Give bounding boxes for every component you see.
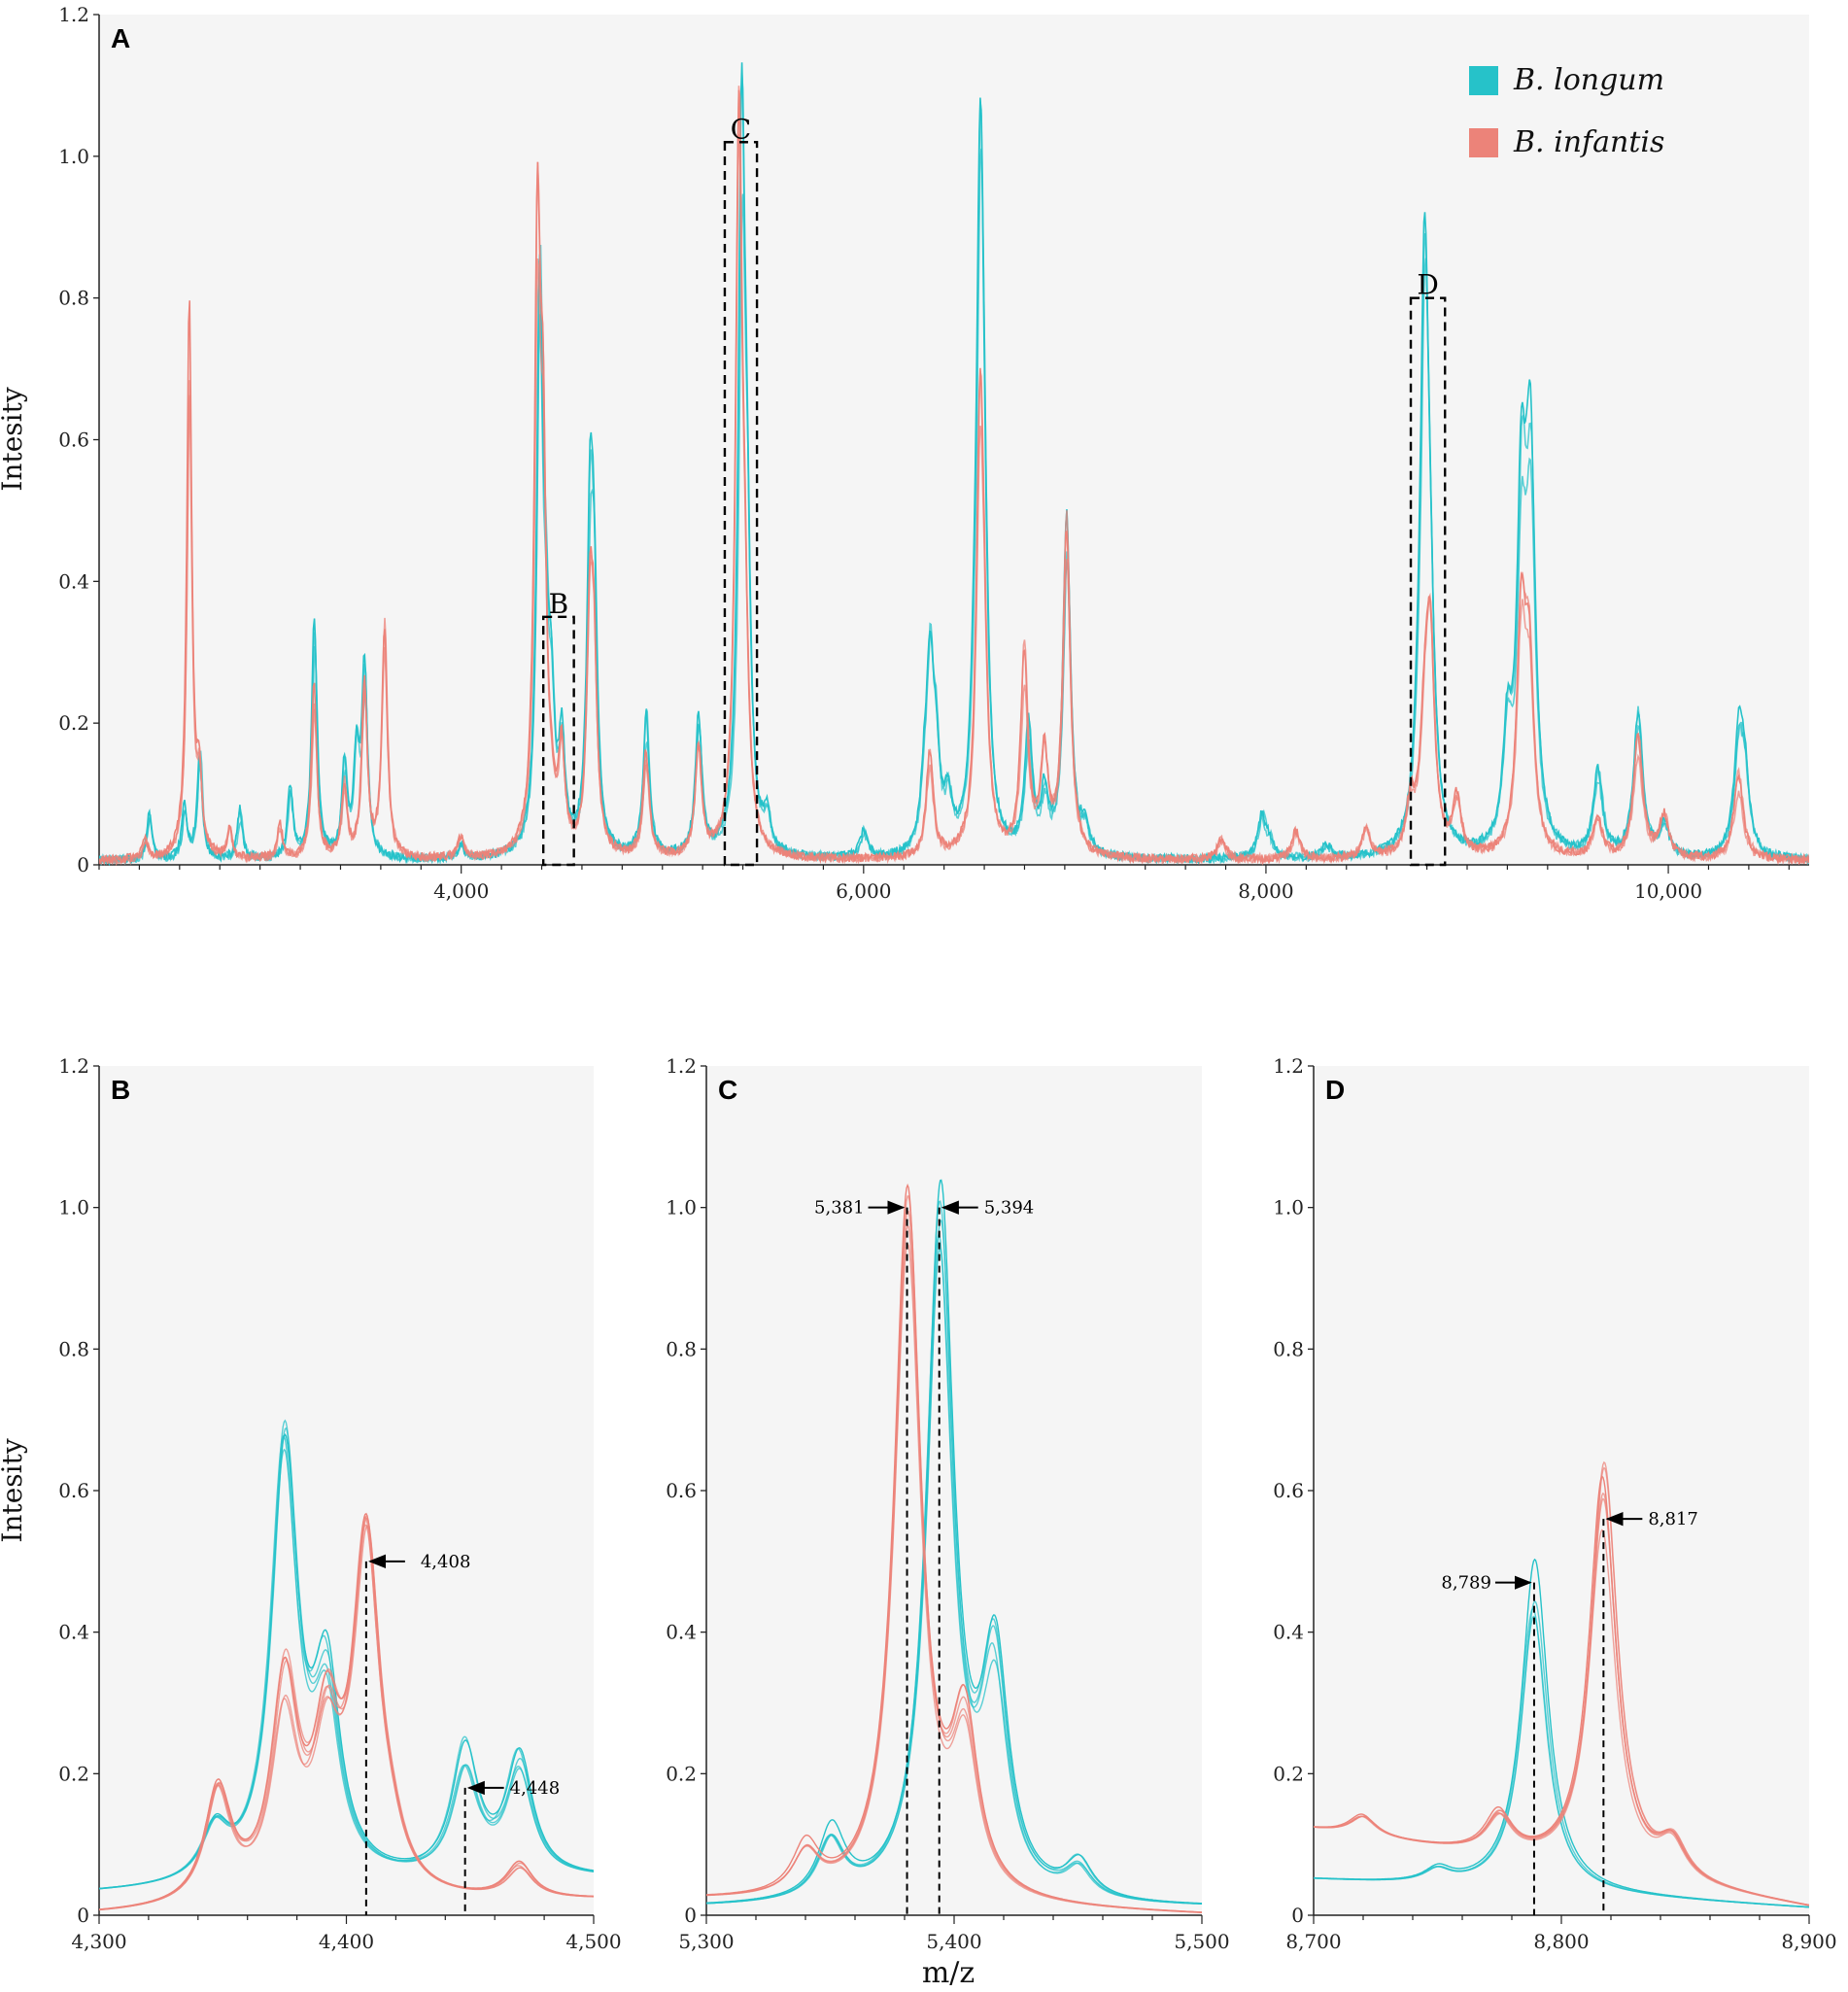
series-group [706,1179,1202,1913]
peak-label: 4,448 [510,1778,561,1799]
series-line-blongum [99,148,1809,866]
y-tick-label: 1.2 [58,1054,89,1078]
y-tick-label: 0 [684,1904,697,1927]
series-line-binfantis [1314,1492,1809,1906]
y-tick-label: 1.0 [58,145,89,168]
zoom-region-box [541,615,575,867]
y-tick-label: 0.6 [1273,1479,1304,1502]
legend-swatch [1469,66,1498,95]
y-tick-label: 1.2 [1273,1054,1304,1078]
chart-panel-a: 0 0.2 0.4 0.6 0.8 1.0 1.2 4,000 6,000 8,000 10,000… [0,3,1809,903]
chart-panel-b: 0 0.2 0.4 0.6 0.8 1.0 1.2 4,300 4,400 4,500 Intesi… [0,1054,622,1953]
y-tick-label: 1.2 [58,3,89,26]
panel-label: D [1325,1075,1345,1105]
y-tick-label: 0.4 [58,1621,89,1644]
x-tick-label: 5,400 [926,1930,981,1953]
plot-area [1314,1066,1809,1915]
y-tick-label: 0.8 [1273,1337,1304,1360]
series-group [99,62,1809,867]
peak-label: 5,394 [984,1198,1035,1219]
zoom-region-label: C [731,113,751,145]
chart-panel-c: 0 0.2 0.4 0.6 0.8 1.0 1.2 5,300 5,400 5,500 C 5,381… [666,1054,1229,1953]
series-line-blongum [706,1179,1202,1905]
y-tick-label: 0.2 [666,1762,697,1785]
x-tick-label: 8,000 [1238,879,1293,903]
series-line-binfantis [706,1195,1202,1913]
y-tick-label: 1.0 [666,1196,697,1219]
x-tick-label: 4,300 [71,1930,126,1953]
y-tick-label: 1.0 [58,1196,89,1219]
peak-label: 8,789 [1441,1573,1491,1594]
y-axis-label: Intesity [0,1438,28,1542]
y-tick-label: 0.6 [58,429,89,452]
series-line-blongum [99,1435,594,1890]
x-tick-label: 5,300 [678,1930,734,1953]
series-group [1314,1460,1809,1908]
y-tick-label: 1.0 [1273,1196,1304,1219]
chart-panel-d: 0 0.2 0.4 0.6 0.8 1.0 1.2 8,700 8,800 8,900 D 8,789… [1273,1054,1836,1953]
series-line-binfantis [99,1516,594,1911]
series-line-binfantis [99,1515,594,1911]
y-tick-label: 0 [77,1904,89,1927]
x-tick-label: 6,000 [836,879,891,903]
x-tick-label: 4,000 [433,879,489,903]
panel-label: B [111,1075,130,1105]
legend-swatch [1469,128,1498,157]
series-line-blongum [706,1200,1202,1905]
y-tick-label: 0 [77,853,89,876]
y-tick-label: 0.4 [1273,1621,1304,1644]
x-tick-label: 5,500 [1174,1930,1229,1953]
y-tick-label: 0.6 [58,1479,89,1502]
zoom-region-label: B [549,588,569,620]
x-tick-label: 4,500 [565,1930,621,1953]
y-tick-label: 1.2 [666,1054,697,1078]
zoom-region-label: D [1417,269,1438,301]
y-tick-label: 0.6 [666,1479,697,1502]
y-axis-label: Intesity [0,387,28,491]
x-tick-label: 8,700 [1285,1930,1341,1953]
legend-label: B. infantis [1513,125,1664,159]
panel-label: C [718,1075,737,1105]
y-tick-label: 0.2 [58,1762,89,1785]
y-tick-label: 0.8 [58,1337,89,1360]
series-line-blongum [99,1419,594,1890]
panel-label: A [111,23,130,53]
y-tick-label: 0.2 [58,711,89,735]
y-tick-label: 0.4 [666,1621,697,1644]
y-tick-label: 0.8 [58,287,89,310]
zoom-region-box [1409,296,1447,867]
peak-label: 5,381 [814,1198,865,1219]
x-tick-label: 8,800 [1533,1930,1589,1953]
x-tick-label: 10,000 [1634,879,1702,903]
x-tick-label: 8,900 [1781,1930,1836,1953]
legend-label: B. longum [1513,63,1664,97]
y-tick-label: 0.8 [666,1337,697,1360]
series-line-binfantis [99,86,1809,867]
x-axis-label: m/z [922,1956,975,1990]
x-tick-label: 4,400 [319,1930,374,1953]
zoom-region-box [723,141,759,867]
peak-label: 8,817 [1648,1509,1698,1529]
plot-area [99,15,1809,865]
peak-label: 4,408 [421,1552,471,1572]
legend: B. longum B. infantis [1469,63,1664,159]
series-group [99,1419,594,1911]
y-tick-label: 0.2 [1273,1762,1304,1785]
y-tick-label: 0 [1291,1904,1304,1927]
y-tick-label: 0.4 [58,569,89,593]
